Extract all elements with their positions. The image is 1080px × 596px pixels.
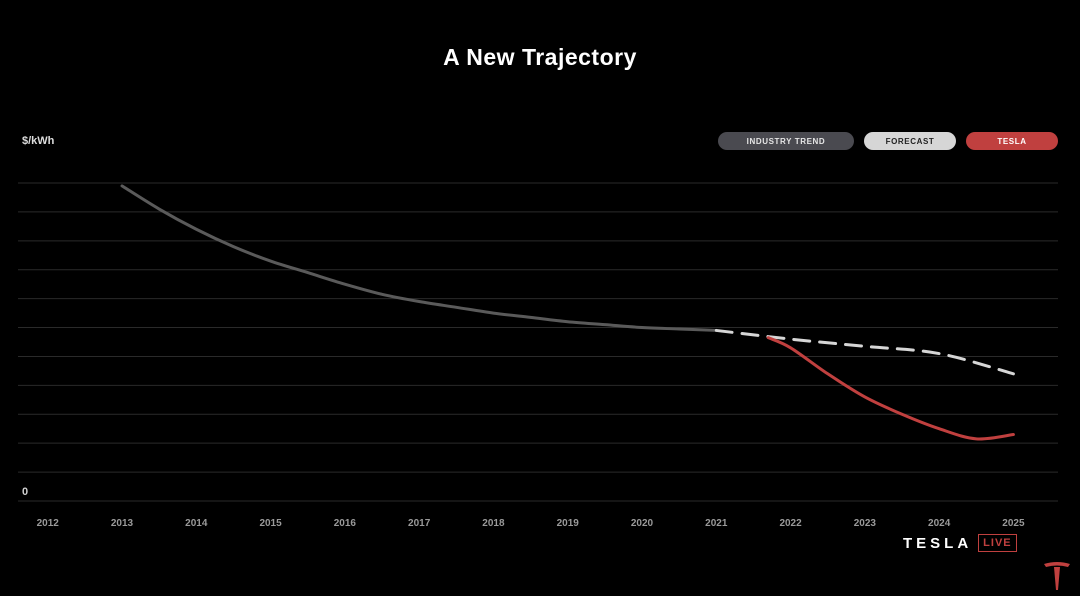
x-tick-label: 2017	[408, 518, 431, 529]
tesla-t-logo-icon	[1044, 562, 1070, 590]
x-tick-label: 2023	[854, 518, 877, 529]
x-tick-label: 2016	[334, 518, 357, 529]
x-tick-label: 2018	[482, 518, 505, 529]
x-tick-label: 2020	[631, 518, 654, 529]
x-tick-label: 2024	[928, 518, 951, 529]
legend-industry-trend: INDUSTRY TREND	[718, 132, 854, 150]
x-tick-label: 2014	[185, 518, 208, 529]
series-industry-trend	[120, 184, 718, 332]
series-tesla	[766, 336, 1015, 441]
x-tick-label: 2012	[37, 518, 60, 529]
tesla-live-brand: TESLA LIVE	[903, 534, 1017, 552]
x-tick-label: 2013	[111, 518, 134, 529]
x-tick-label: 2019	[557, 518, 580, 529]
y-tick-label: 0	[22, 486, 28, 498]
brand-live-badge: LIVE	[978, 534, 1017, 552]
legend: INDUSTRY TREND FORECAST TESLA	[718, 132, 1058, 150]
x-tick-label: 2015	[259, 518, 282, 529]
x-tick-label: 2025	[1002, 518, 1025, 529]
x-tick-label: 2022	[779, 518, 802, 529]
legend-tesla: TESLA	[966, 132, 1058, 150]
brand-wordmark: TESLA	[903, 534, 973, 552]
legend-forecast: FORECAST	[864, 132, 956, 150]
chart-title: A New Trajectory	[443, 44, 637, 70]
y-axis-label: $/kWh	[22, 135, 55, 147]
series-forecast	[714, 328, 1015, 376]
x-tick-label: 2021	[705, 518, 728, 529]
